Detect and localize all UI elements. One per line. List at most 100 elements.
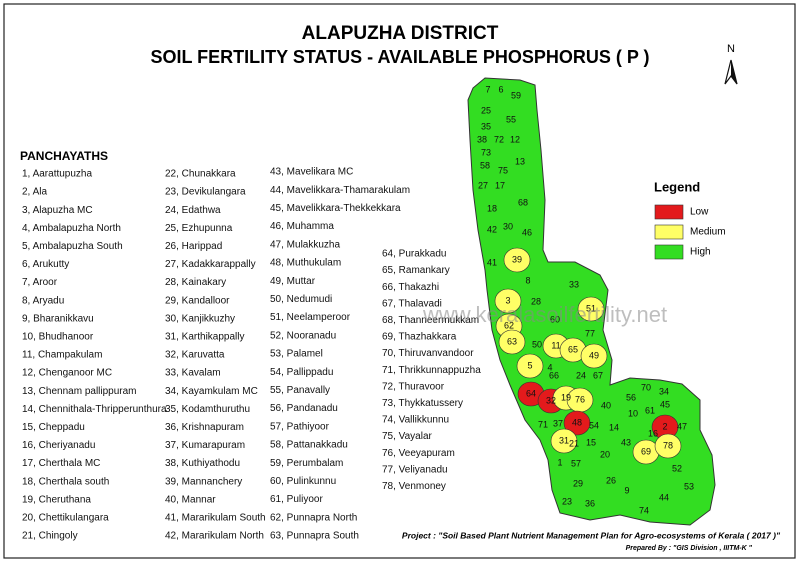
north-label: N: [727, 43, 735, 55]
panchayath-item: 15, Cheppadu: [22, 422, 85, 433]
panchayath-item: 9, Bharanikkavu: [22, 313, 94, 324]
panchayath-item: 31, Karthikappally: [165, 332, 245, 343]
panchayath-item: 72, Thuravoor: [382, 381, 445, 392]
panchayath-item: 43, Mavelikara MC: [270, 167, 353, 178]
region-label: 66: [549, 370, 559, 380]
north-arrow-fill: [731, 60, 737, 84]
panchayath-item: 59, Perumbalam: [270, 458, 343, 469]
legend-title: Legend: [654, 179, 700, 194]
panchayath-item: 60, Pulinkunnu: [270, 476, 336, 487]
panchayath-item: 29, Kandalloor: [165, 295, 230, 306]
region-label: 47: [677, 421, 687, 431]
panchayath-item: 49, Muttar: [270, 276, 316, 287]
project-note: Project : "Soil Based Plant Nutrient Man…: [402, 530, 781, 540]
region-label: 8: [525, 275, 530, 285]
title: ALAPUZHA DISTRICT: [302, 23, 499, 44]
panchayath-item: 35, Kodamthuruthu: [165, 404, 250, 415]
region-label: 61: [645, 405, 655, 415]
panchayath-item: 12, Chenganoor MC: [22, 368, 112, 379]
region-label: 27: [478, 180, 488, 190]
panchayath-item: 45, Mavelikkara-Thekkekkara: [270, 203, 401, 214]
region-label: 6: [498, 84, 503, 94]
panchayath-item: 51, Neelamperoor: [270, 312, 351, 323]
panchayath-item: 61, Puliyoor: [270, 494, 323, 505]
panchayath-item: 13, Chennam pallippuram: [22, 386, 137, 397]
region-label: 48: [572, 417, 582, 427]
region-label: 19: [561, 392, 571, 402]
region-label: 43: [621, 437, 631, 447]
region-label: 69: [641, 446, 651, 456]
panchayath-item: 74, Vallikkunnu: [382, 415, 449, 426]
region-label: 38: [477, 134, 487, 144]
region-label: 59: [511, 90, 521, 100]
region-label: 55: [506, 114, 516, 124]
panchayath-item: 46, Muhamma: [270, 221, 334, 232]
region-label: 40: [601, 400, 611, 410]
region-label: 16: [648, 428, 658, 438]
panchayath-item: 48, Muthukulam: [270, 258, 341, 269]
region-label: 53: [684, 481, 694, 491]
panchayath-item: 38, Kuthiyathodu: [165, 458, 240, 469]
region-label: 42: [487, 224, 497, 234]
panchayath-item: 64, Purakkadu: [382, 249, 447, 260]
region-label: 13: [515, 156, 525, 166]
panchayath-item: 39, Mannanchery: [165, 476, 242, 487]
panchayath-item: 27, Kadakkarappally: [165, 259, 256, 270]
region-patch: [498, 329, 526, 355]
region-label: 34: [659, 386, 669, 396]
region-label: 17: [495, 180, 505, 190]
region-label: 70: [641, 382, 651, 392]
panchayath-item: 4, Ambalapuzha North: [22, 223, 121, 234]
region-label: 12: [510, 134, 520, 144]
panchayath-item: 32, Karuvatta: [165, 350, 225, 361]
panchayath-item: 33, Kavalam: [165, 368, 221, 379]
panchayath-item: 23, Devikulangara: [165, 187, 246, 198]
region-patch: [550, 428, 578, 454]
legend-swatch: [654, 204, 684, 220]
region-label: 18: [487, 203, 497, 213]
region-label: 76: [575, 394, 585, 404]
region-patch: [577, 296, 605, 322]
panchayath-item: 62, Punnapra North: [270, 512, 357, 523]
panchayath-item: 28, Kainakary: [165, 277, 226, 288]
region-label: 46: [522, 227, 532, 237]
panchayath-item: 77, Veliyanadu: [382, 464, 448, 475]
region-label: 51: [586, 303, 596, 313]
region-label: 67: [593, 370, 603, 380]
region-label: 33: [569, 279, 579, 289]
title: SOIL FERTILITY STATUS - AVAILABLE PHOSPH…: [150, 47, 649, 67]
panchayath-item: 17, Cherthala MC: [22, 458, 100, 469]
panchayath-item: 53, Palamel: [270, 349, 323, 360]
panchayath-item: 75, Vayalar: [382, 431, 433, 442]
legend: Legend Low Medium High: [654, 179, 726, 260]
panchayath-item: 44, Mavelikkara-Thamarakulam: [270, 185, 410, 196]
region-label: 68: [518, 197, 528, 207]
panchayath-item: 78, Venmoney: [382, 481, 446, 492]
region-label: 39: [512, 254, 522, 264]
region-label: 1: [557, 457, 562, 467]
panchayath-item: 67, Thalavadi: [382, 298, 442, 309]
panchayath-item: 41, Mararikulam South: [165, 513, 266, 524]
region-label: 11: [551, 340, 560, 350]
panchayath-item: 50, Nedumudi: [270, 294, 332, 305]
panchayath-item: 5, Ambalapuzha South: [22, 241, 123, 252]
panchayath-item: 1, Aarattupuzha: [22, 169, 92, 180]
region-label: 24: [576, 370, 586, 380]
panchayath-item: 34, Kayamkulam MC: [165, 386, 258, 397]
panchayath-item: 68, Thanneermukkam: [382, 315, 479, 326]
region-label: 45: [660, 399, 670, 409]
region-label: 75: [498, 165, 508, 175]
region-label: 31: [559, 435, 569, 445]
panchayath-item: 20, Chettikulangara: [22, 513, 109, 524]
panchayath-item: 56, Pandanadu: [270, 403, 338, 414]
prepared-note: Prepared By : "GIS Division , IIITM-K ": [626, 545, 753, 552]
panchayath-item: 6, Arukutty: [22, 259, 69, 270]
region-label: 78: [663, 440, 673, 450]
region-label: 29: [573, 478, 583, 488]
region-label: 74: [639, 505, 649, 515]
legend-swatch: [654, 224, 684, 240]
region-label: 15: [586, 437, 596, 447]
region-label: 5: [527, 360, 532, 370]
